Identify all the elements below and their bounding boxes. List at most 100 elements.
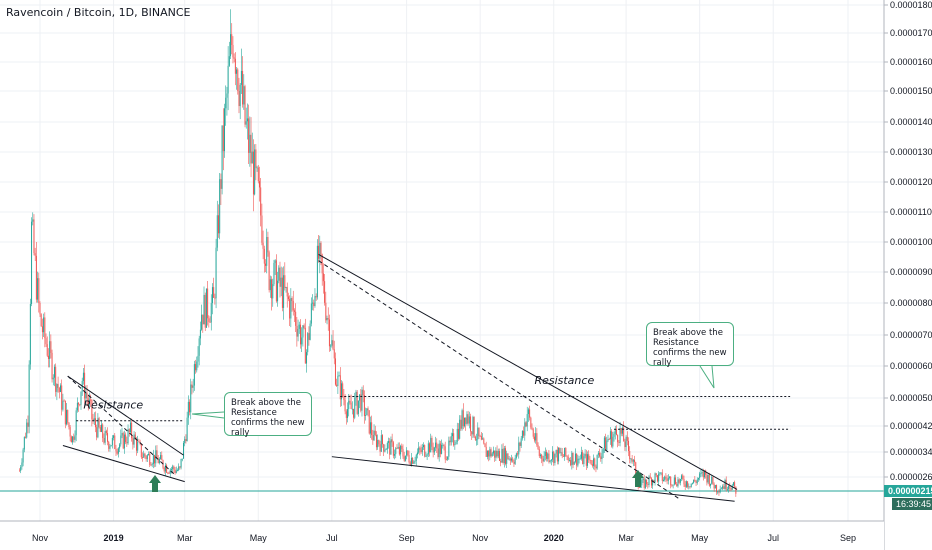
candle-body [480, 436, 482, 440]
candle-body [225, 97, 227, 109]
candle-body [717, 491, 719, 493]
candle-body [196, 361, 198, 371]
candle-body [407, 450, 409, 456]
candle-body [556, 449, 558, 462]
wedge-dashed-line [67, 375, 175, 475]
candle-body [58, 387, 60, 392]
candle-body [375, 434, 377, 448]
candle-body [326, 317, 328, 321]
candle-body [344, 400, 346, 412]
candle-body [234, 58, 236, 74]
candle-body [410, 457, 412, 466]
candle-body [68, 422, 70, 428]
candle-body [41, 326, 43, 333]
candle-body [158, 459, 160, 464]
candle-body [86, 392, 88, 399]
candle-body [29, 303, 31, 365]
candle-body [138, 441, 140, 443]
candle-body [666, 478, 668, 481]
candle-body [506, 453, 508, 464]
candle-body [723, 486, 725, 489]
candle-body [380, 435, 382, 452]
candle-body [205, 288, 207, 328]
candle-body [416, 452, 418, 455]
candle-body [104, 430, 106, 443]
candle-body [185, 439, 187, 442]
candle-body [64, 400, 66, 425]
candle-body [414, 460, 416, 462]
candle-body [613, 433, 615, 437]
candle-body [589, 459, 591, 461]
candle-body [450, 436, 452, 443]
candle-body [681, 475, 683, 480]
candle-body [655, 473, 657, 476]
candle-body [286, 287, 288, 297]
candle-body [343, 395, 345, 401]
candle-body [550, 459, 552, 461]
x-tick-label: Nov [32, 533, 49, 543]
candle-body [252, 151, 254, 195]
candle-body [354, 397, 356, 418]
candle-body [453, 433, 455, 446]
candle-body [606, 440, 608, 451]
candle-body [547, 453, 549, 459]
candle-body [617, 434, 619, 443]
candle-body [564, 447, 566, 457]
candle-body [553, 451, 555, 463]
candle-body [262, 242, 264, 249]
candle-body [728, 486, 730, 490]
candle-body [349, 400, 351, 403]
candle-body [61, 385, 63, 410]
candle-body [110, 445, 112, 447]
grid [0, 0, 884, 521]
candle-body [558, 447, 560, 462]
candle-body [588, 454, 590, 460]
candle-body [404, 455, 406, 461]
candle-body [396, 448, 398, 450]
candle-body [695, 481, 697, 483]
candle-body [94, 418, 96, 428]
candle-body [582, 452, 584, 465]
annotation-callout-left[interactable]: Break above the Resistance confirms the … [224, 392, 312, 438]
candle-body [519, 442, 521, 446]
candle-body [108, 441, 110, 449]
candle-body [169, 469, 171, 474]
candle-body [607, 439, 609, 441]
candle-body [395, 448, 397, 455]
candle-body [597, 452, 599, 455]
candle-body [472, 416, 474, 435]
candle-body [240, 70, 242, 85]
candle-body [160, 455, 162, 460]
candle-body [662, 479, 664, 481]
candle-body [612, 436, 614, 447]
candle-body [184, 439, 186, 443]
candle-body [373, 430, 375, 441]
candle-body [359, 394, 361, 401]
candle-body [525, 422, 527, 427]
candle-body [601, 453, 603, 460]
candle-body [688, 486, 690, 488]
candle-body [559, 447, 561, 453]
candle-body [133, 434, 135, 445]
annotation-callout-right[interactable]: Break above the Resistance confirms the … [646, 322, 734, 368]
candle-body [631, 458, 633, 462]
candle-body [114, 435, 116, 449]
candle-body [413, 461, 415, 464]
candle-body [491, 453, 493, 457]
candle-body [154, 454, 156, 464]
candle-body [671, 485, 673, 487]
candle-body [470, 416, 472, 432]
candle-body [272, 284, 274, 299]
time-axis-bg [0, 521, 884, 550]
candle-body [53, 366, 55, 378]
candle-body [204, 294, 206, 328]
candle-body [679, 479, 681, 483]
candle-body [462, 410, 464, 427]
candle-body [573, 461, 575, 465]
candle-body [122, 432, 124, 449]
candle-body [437, 448, 439, 458]
candle-body [672, 484, 674, 486]
candle-body [630, 458, 632, 460]
candle-body [163, 467, 165, 472]
candle-body [514, 457, 516, 464]
